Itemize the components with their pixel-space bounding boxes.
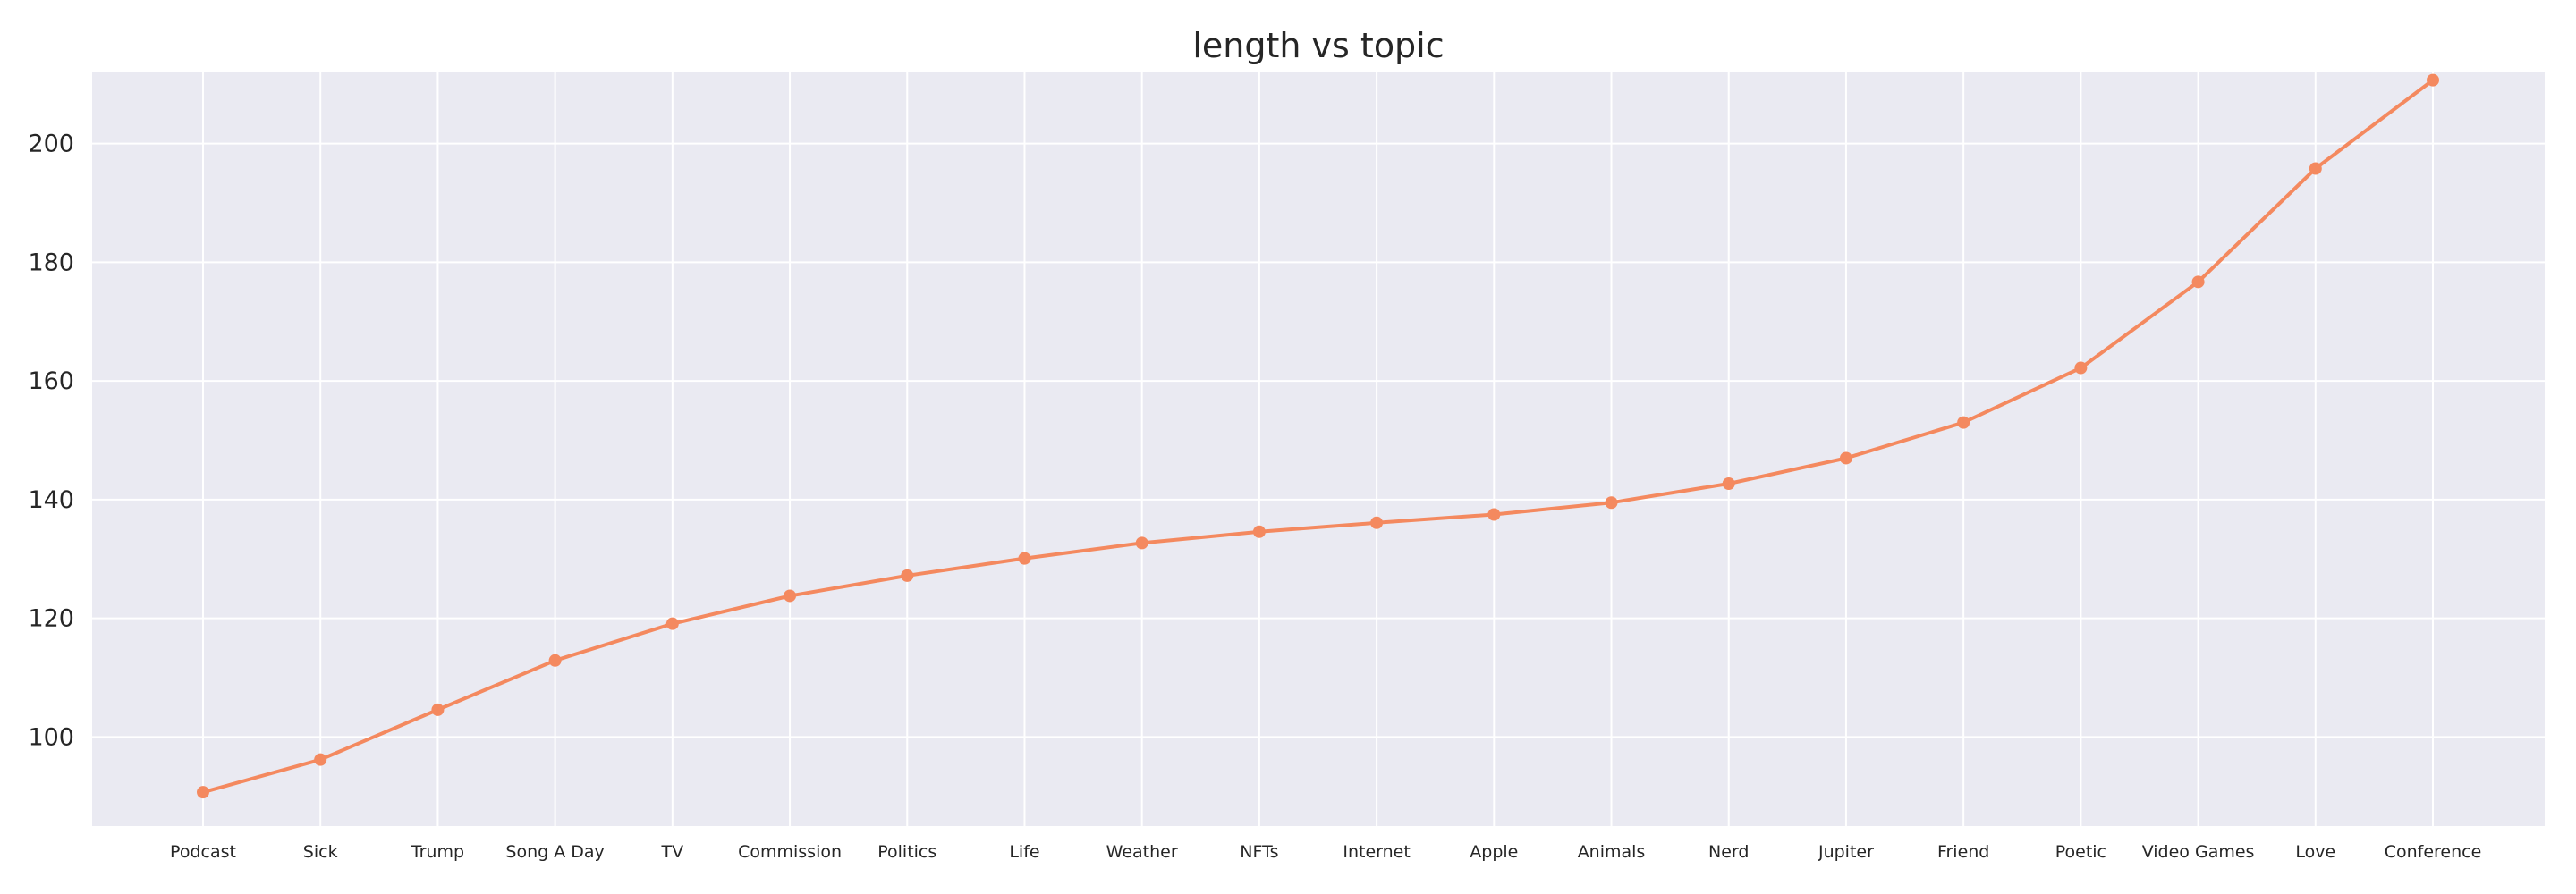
x-tick-label: Love: [2295, 842, 2335, 862]
chart-title: length vs topic: [1192, 26, 1444, 65]
data-point-apple: [1487, 508, 1501, 521]
x-tick-label: Weather: [1106, 842, 1178, 862]
data-point-nerd: [1722, 477, 1735, 490]
x-tick-label: Life: [1009, 842, 1039, 862]
x-tick-label: Video Games: [2142, 842, 2255, 862]
x-tick-label: Trump: [411, 842, 464, 862]
series-length: [197, 73, 2439, 799]
x-tick-label: Poetic: [2055, 842, 2106, 862]
y-tick-label: 200: [28, 131, 74, 158]
data-point-poetic: [2074, 361, 2088, 375]
x-tick-label: Politics: [877, 842, 936, 862]
plot-area: [92, 72, 2545, 826]
x-tick-label: NFTs: [1240, 842, 1278, 862]
data-point-sick: [314, 753, 327, 766]
data-point-conference: [2427, 73, 2439, 87]
x-tick-label: Sick: [303, 842, 338, 862]
x-tick-label: TV: [661, 842, 684, 862]
data-point-tv: [665, 617, 679, 630]
data-point-love: [2309, 162, 2322, 175]
data-point-song-a-day: [548, 654, 562, 667]
data-point-podcast: [197, 786, 209, 799]
grid: [92, 72, 2545, 826]
x-tick-label: Friend: [1937, 842, 1989, 862]
y-tick-label: 100: [28, 723, 74, 751]
y-tick-label: 160: [28, 367, 74, 395]
x-tick-label: Conference: [2385, 842, 2482, 862]
x-tick-label: Podcast: [170, 842, 236, 862]
y-tick-label: 180: [28, 249, 74, 276]
x-tick-label: Animals: [1578, 842, 1646, 862]
x-tick-label: Nerd: [1708, 842, 1749, 862]
data-point-video-games: [2191, 275, 2205, 289]
y-tick-label: 120: [28, 605, 74, 633]
x-tick-label: Apple: [1470, 842, 1518, 862]
data-point-weather: [1135, 536, 1148, 550]
data-point-nfts: [1252, 525, 1266, 538]
x-tick-label: Song A Day: [505, 842, 604, 862]
x-axis: Podcast Sick Trump Song A Day TV Commission Po…: [170, 842, 2481, 862]
y-axis: 100 120 140 160 180 200: [28, 131, 74, 752]
x-tick-label: Jupiter: [1818, 842, 1874, 862]
data-point-life: [1018, 552, 1031, 565]
x-tick-label: Internet: [1343, 842, 1410, 862]
data-point-friend: [1957, 416, 1970, 429]
data-point-politics: [901, 569, 914, 582]
series-line: [202, 79, 2435, 795]
data-point-commission: [784, 589, 797, 603]
data-point-animals: [1605, 496, 1618, 510]
data-point-jupiter: [1839, 451, 1852, 465]
data-point-internet: [1370, 516, 1384, 529]
x-tick-label: Commission: [738, 842, 842, 862]
y-tick-label: 140: [28, 486, 74, 514]
data-point-trump: [431, 703, 445, 716]
